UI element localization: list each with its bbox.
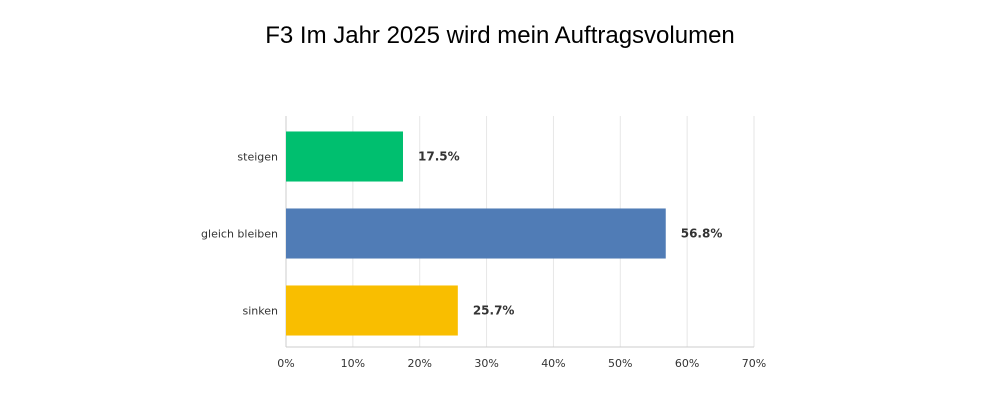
bar (286, 208, 666, 259)
data-label: 17.5% (418, 150, 460, 164)
x-tick-label: 40% (541, 357, 565, 370)
category-label: sinken (243, 305, 279, 318)
data-label: 56.8% (681, 227, 723, 241)
x-tick-label: 50% (608, 357, 632, 370)
bar (286, 285, 458, 336)
x-tick-label: 70% (742, 357, 766, 370)
x-tick-label: 60% (675, 357, 699, 370)
x-tick-label: 10% (341, 357, 365, 370)
chart-title: F3 Im Jahr 2025 wird mein Auftragsvolume… (265, 22, 735, 49)
x-tick-label: 20% (407, 357, 431, 370)
data-label: 25.7% (473, 304, 515, 318)
x-tick-label: 30% (474, 357, 498, 370)
bar (286, 131, 403, 182)
x-tick-label: 0% (277, 357, 294, 370)
category-label: gleich bleiben (201, 228, 278, 241)
category-label: steigen (237, 151, 278, 164)
